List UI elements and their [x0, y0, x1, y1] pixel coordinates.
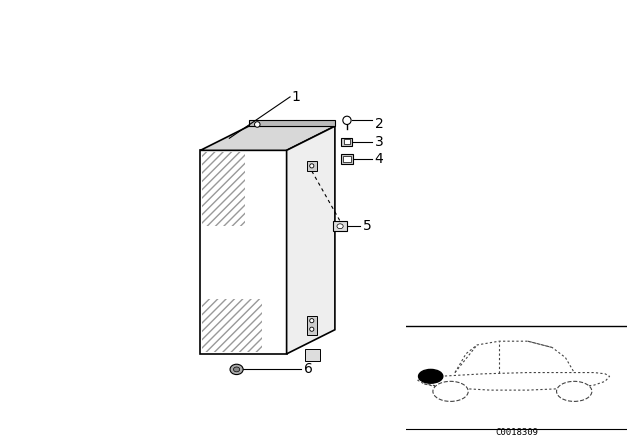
Polygon shape: [287, 126, 335, 354]
Circle shape: [343, 116, 351, 125]
Polygon shape: [249, 120, 335, 126]
Polygon shape: [340, 154, 353, 164]
Ellipse shape: [337, 224, 343, 228]
Text: 5: 5: [362, 219, 371, 233]
Text: 6: 6: [304, 362, 313, 376]
Polygon shape: [307, 316, 317, 335]
Polygon shape: [307, 161, 317, 171]
Circle shape: [557, 381, 592, 401]
Circle shape: [433, 381, 468, 401]
Polygon shape: [200, 151, 287, 354]
Text: 3: 3: [374, 135, 383, 149]
Polygon shape: [344, 139, 351, 144]
Circle shape: [255, 122, 260, 127]
Circle shape: [419, 370, 443, 383]
Circle shape: [310, 327, 314, 331]
Text: 2: 2: [374, 117, 383, 131]
Polygon shape: [333, 221, 347, 232]
Polygon shape: [200, 126, 335, 151]
Ellipse shape: [234, 367, 240, 372]
Polygon shape: [343, 156, 351, 162]
Polygon shape: [342, 138, 353, 146]
Text: 1: 1: [292, 90, 301, 104]
Circle shape: [310, 319, 314, 323]
Text: C0018309: C0018309: [495, 427, 538, 436]
Text: 4: 4: [374, 152, 383, 166]
Circle shape: [310, 164, 314, 168]
Polygon shape: [305, 349, 321, 361]
Ellipse shape: [230, 364, 243, 375]
